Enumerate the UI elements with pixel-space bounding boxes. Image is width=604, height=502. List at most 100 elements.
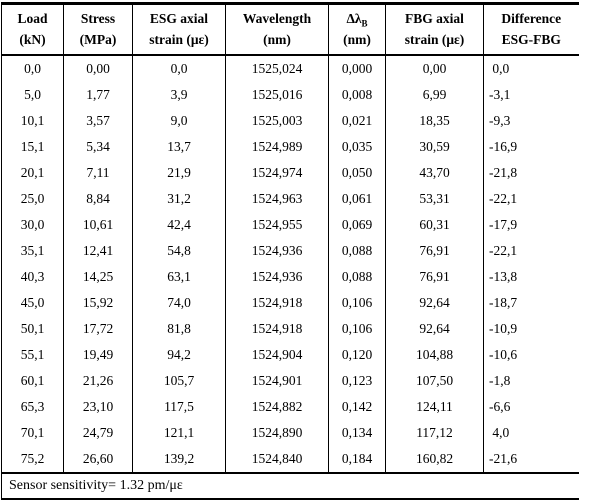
table-row: 0,0 0,00 0,0 1525,024 0,000 0,00 0,0 [1,55,579,82]
table-cell: 21,9 [132,160,226,186]
table-cell: 1525,016 [225,82,329,108]
table-cell: 105,7 [132,368,226,394]
table-row: 5,0 1,77 3,9 1525,016 0,008 6,99 -3,1 [1,82,579,108]
table-cell: 1524,955 [225,212,329,238]
table-cell: 74,0 [132,290,226,316]
table-row: 15,1 5,34 13,7 1524,989 0,035 30,59 -16,9 [1,134,579,160]
table-cell: 9,0 [132,108,226,134]
table-cell: -21,8 [489,165,518,180]
table-cell: 0,106 [328,316,386,342]
table-cell: 0,069 [328,212,386,238]
table-cell: 42,4 [132,212,226,238]
table-cell: 1524,936 [225,264,329,290]
header-line2: ESG-FBG [501,31,561,47]
table-cell: 10,1 [1,108,64,134]
table-cell: 117,12 [385,420,484,446]
table-cell: 10,61 [63,212,133,238]
table-cell: -22,1 [489,191,518,206]
table-cell: 0,00 [385,55,484,82]
table-cell: 0,008 [328,82,386,108]
column-header-2: Stress (MPa) [63,3,133,56]
table-row: 10,1 3,57 9,0 1525,003 0,021 18,35 -9,3 [1,108,579,134]
table-cell: 124,11 [385,394,484,420]
header-line1: ESG axial [149,10,209,26]
table-cell: 139,2 [132,446,226,473]
table-cell: 121,1 [132,420,226,446]
table-cell: 0,050 [328,160,386,186]
table-cell: 70,1 [1,420,64,446]
table-cell: 1524,963 [225,186,329,212]
table-cell: 60,1 [1,368,64,394]
table-row: 35,1 12,41 54,8 1524,936 0,088 76,91 -22,1 [1,238,579,264]
table-cell: 1,77 [63,82,133,108]
table-cell: 76,91 [385,238,484,264]
table-cell: 14,25 [63,264,133,290]
header-line1: ΔλB [346,10,368,29]
table-row: 25,0 8,84 31,2 1524,963 0,061 53,31 -22,1 [1,186,579,212]
header-line2: (nm) [343,31,371,47]
table-cell: 12,41 [63,238,133,264]
table-cell: 0,088 [328,264,386,290]
column-header-3: ESG axial strain (με) [132,3,226,56]
table-cell: 81,8 [132,316,226,342]
table-cell: 23,10 [63,394,133,420]
table-cell: -17,9 [489,217,518,232]
table-row: 50,1 17,72 81,8 1524,918 0,106 92,64 -10,9 [1,316,579,342]
table-cell: -9,3 [489,113,511,128]
header-line2: (kN) [19,31,46,47]
table-row: 65,3 23,10 117,5 1524,882 0,142 124,11 -6,6 [1,394,579,420]
table-cell: 1525,003 [225,108,329,134]
table-cell: 0,061 [328,186,386,212]
table-cell: -13,8 [489,269,518,284]
table-cell: 40,3 [1,264,64,290]
table-cell: 160,82 [385,446,484,473]
table-cell: 1524,904 [225,342,329,368]
table-row: 75,2 26,60 139,2 1524,840 0,184 160,82 -21,6 [1,446,579,473]
table-cell: 20,1 [1,160,64,186]
header-subscript: B [361,18,368,29]
table-cell: 0,035 [328,134,386,160]
table-cell: 7,11 [63,160,133,186]
header-line1: Difference [501,10,562,26]
header-line1: Load [17,10,48,26]
header-line2: (nm) [263,31,291,47]
table-cell: 0,134 [328,420,386,446]
table-cell: 54,8 [132,238,226,264]
table-row: 55,1 19,49 94,2 1524,904 0,120 104,88 -10,6 [1,342,579,368]
table-cell: 60,31 [385,212,484,238]
column-header-5: ΔλB (nm) [328,3,386,56]
footer-row: Sensor sensitivity= 1.32 pm/με [1,472,579,500]
table-cell: 5,34 [63,134,133,160]
table-cell: 107,50 [385,368,484,394]
table-row: 60,1 21,26 105,7 1524,901 0,123 107,50 -1,8 [1,368,579,394]
table-cell: 76,91 [385,264,484,290]
table-cell: 1524,882 [225,394,329,420]
table-cell: 19,49 [63,342,133,368]
table-row: 30,0 10,61 42,4 1524,955 0,069 60,31 -17,9 [1,212,579,238]
table-cell: 43,70 [385,160,484,186]
table-cell: 104,88 [385,342,484,368]
header-line1: Stress [80,10,116,26]
table-cell: 8,84 [63,186,133,212]
table-cell: 1524,890 [225,420,329,446]
table-cell: 1524,918 [225,316,329,342]
table-row: 70,1 24,79 121,1 1524,890 0,134 117,12 4,0 [1,420,579,446]
table-cell: -18,7 [489,295,518,310]
table-cell: 5,0 [1,82,64,108]
header-line2: (MPa) [79,31,117,47]
table-cell: 0,000 [328,55,386,82]
table-cell: 31,2 [132,186,226,212]
table-cell: 3,9 [132,82,226,108]
column-header-4: Wavelength (nm) [225,3,329,56]
table-cell: 92,64 [385,290,484,316]
table-cell: 117,5 [132,394,226,420]
table-cell: -6,6 [489,399,511,414]
table-cell: 24,79 [63,420,133,446]
table-cell: 0,120 [328,342,386,368]
table-cell: 25,0 [1,186,64,212]
table-cell: 92,64 [385,316,484,342]
table-cell: 0,00 [63,55,133,82]
table-cell: 1525,024 [225,55,329,82]
table-header: Load (kN) Stress (MPa) ESG axial strain (με) W… [1,3,579,56]
